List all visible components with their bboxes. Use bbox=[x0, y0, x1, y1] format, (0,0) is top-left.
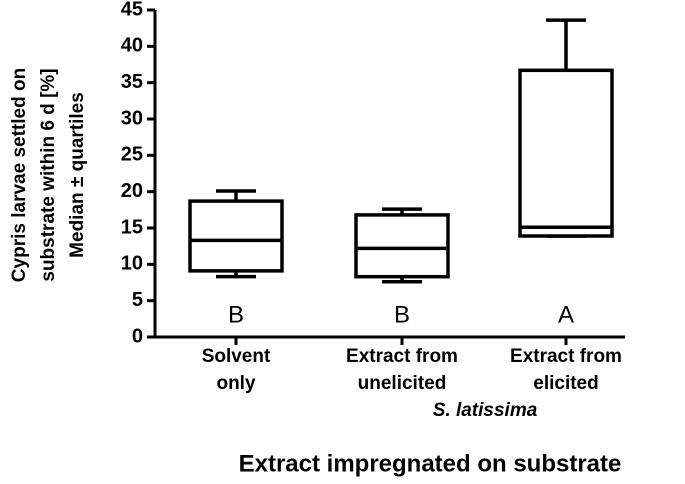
y-tick-label: 25 bbox=[121, 144, 143, 166]
box bbox=[188, 199, 284, 273]
y-tick-label: 30 bbox=[121, 107, 143, 129]
x-tick-label: unelicited bbox=[358, 373, 447, 394]
group-label: S. latissima bbox=[433, 400, 538, 421]
box bbox=[354, 213, 450, 279]
significance-letter: A bbox=[558, 301, 574, 328]
y-axis-title-line: Median ± quartiles bbox=[67, 92, 88, 258]
y-tick-label: 35 bbox=[121, 71, 143, 93]
x-tick-label: elicited bbox=[533, 373, 598, 394]
y-tick-label: 40 bbox=[121, 35, 143, 57]
x-tick-label: only bbox=[216, 373, 255, 394]
significance-letter: B bbox=[394, 301, 410, 328]
y-tick-label: 45 bbox=[121, 0, 143, 20]
y-tick-label: 15 bbox=[121, 216, 143, 238]
x-tick-label: Extract from bbox=[510, 346, 622, 367]
y-tick-label: 20 bbox=[121, 180, 143, 202]
x-tick-label: Extract from bbox=[346, 346, 458, 367]
box bbox=[518, 68, 614, 238]
significance-letter: B bbox=[228, 301, 244, 328]
y-tick-label: 5 bbox=[132, 289, 143, 311]
y-axis-title-line: Cypris larvae settled on bbox=[9, 68, 30, 282]
y-axis-title: Cypris larvae settled on substrate within… bbox=[9, 68, 88, 282]
y-axis-title-line: substrate within 6 d [%] bbox=[38, 68, 59, 281]
y-tick-label: 0 bbox=[132, 325, 143, 347]
y-tick-label: 10 bbox=[121, 253, 143, 275]
x-tick-label: Solvent bbox=[202, 346, 271, 367]
x-axis-title: Extract impregnated on substrate bbox=[239, 450, 622, 477]
